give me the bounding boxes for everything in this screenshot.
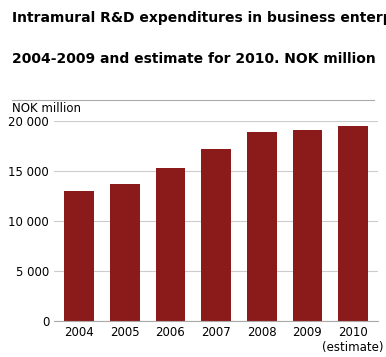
Bar [247, 132, 277, 321]
Text: 2004-2009 and estimate for 2010. NOK million: 2004-2009 and estimate for 2010. NOK mil… [12, 52, 375, 66]
Bar [110, 184, 140, 321]
Bar [156, 169, 185, 321]
Bar [293, 130, 322, 321]
Text: Intramural R&D expenditures in business enterprise sector.: Intramural R&D expenditures in business … [12, 11, 386, 25]
Bar [338, 126, 368, 321]
Text: NOK million: NOK million [12, 102, 81, 115]
Bar [64, 191, 94, 321]
Bar [201, 149, 231, 321]
